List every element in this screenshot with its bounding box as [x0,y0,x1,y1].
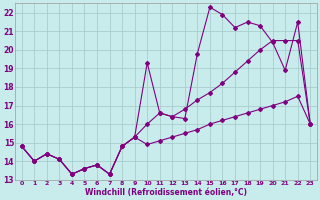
X-axis label: Windchill (Refroidissement éolien,°C): Windchill (Refroidissement éolien,°C) [85,188,247,197]
